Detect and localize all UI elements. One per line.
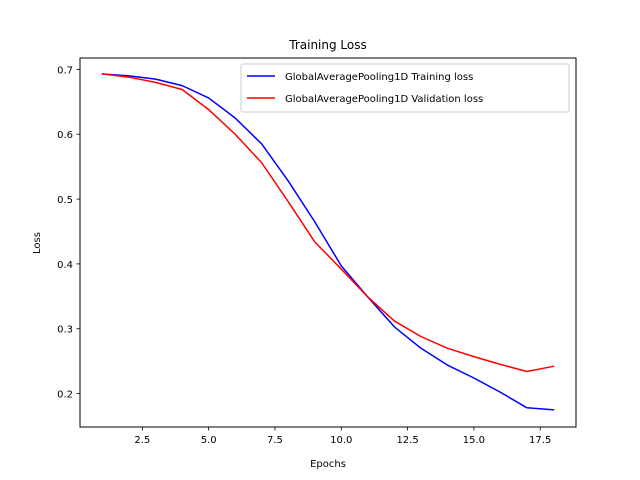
x-tick-label: 2.5 bbox=[134, 435, 150, 446]
y-tick-label: 0.6 bbox=[57, 130, 73, 141]
legend-label-training: GlobalAveragePooling1D Training loss bbox=[285, 72, 473, 83]
series-lines bbox=[101, 73, 555, 411]
y-tick-label: 0.2 bbox=[57, 390, 73, 401]
series-line-training bbox=[101, 73, 555, 411]
legend: GlobalAveragePooling1D Training loss Glo… bbox=[240, 63, 570, 113]
series-line-validation bbox=[101, 73, 555, 373]
plot-area bbox=[79, 57, 577, 428]
x-tick-label: 15.0 bbox=[463, 435, 485, 446]
x-tick-label: 7.5 bbox=[267, 435, 283, 446]
legend-label-validation: GlobalAveragePooling1D Validation loss bbox=[285, 94, 483, 105]
x-tick-label: 5.0 bbox=[201, 435, 217, 446]
y-tick-label: 0.4 bbox=[57, 260, 73, 271]
legend-box bbox=[240, 63, 570, 113]
y-axis-label: Loss bbox=[32, 232, 43, 254]
chart-title: Training Loss bbox=[288, 38, 366, 52]
y-tick-label: 0.3 bbox=[57, 325, 73, 336]
y-tick-label: 0.5 bbox=[57, 195, 73, 206]
x-tick-label: 10.0 bbox=[330, 435, 352, 446]
y-axis-ticks: 0.2 0.3 0.4 0.5 0.6 0.7 bbox=[57, 65, 80, 401]
x-axis-label: Epochs bbox=[310, 459, 346, 470]
x-axis-ticks: 2.5 5.0 7.5 10.0 12.5 15.0 17.5 bbox=[134, 427, 551, 446]
axes-frame bbox=[79, 57, 577, 428]
y-tick-label: 0.7 bbox=[57, 65, 73, 76]
x-tick-label: 12.5 bbox=[396, 435, 418, 446]
x-tick-label: 17.5 bbox=[529, 435, 551, 446]
